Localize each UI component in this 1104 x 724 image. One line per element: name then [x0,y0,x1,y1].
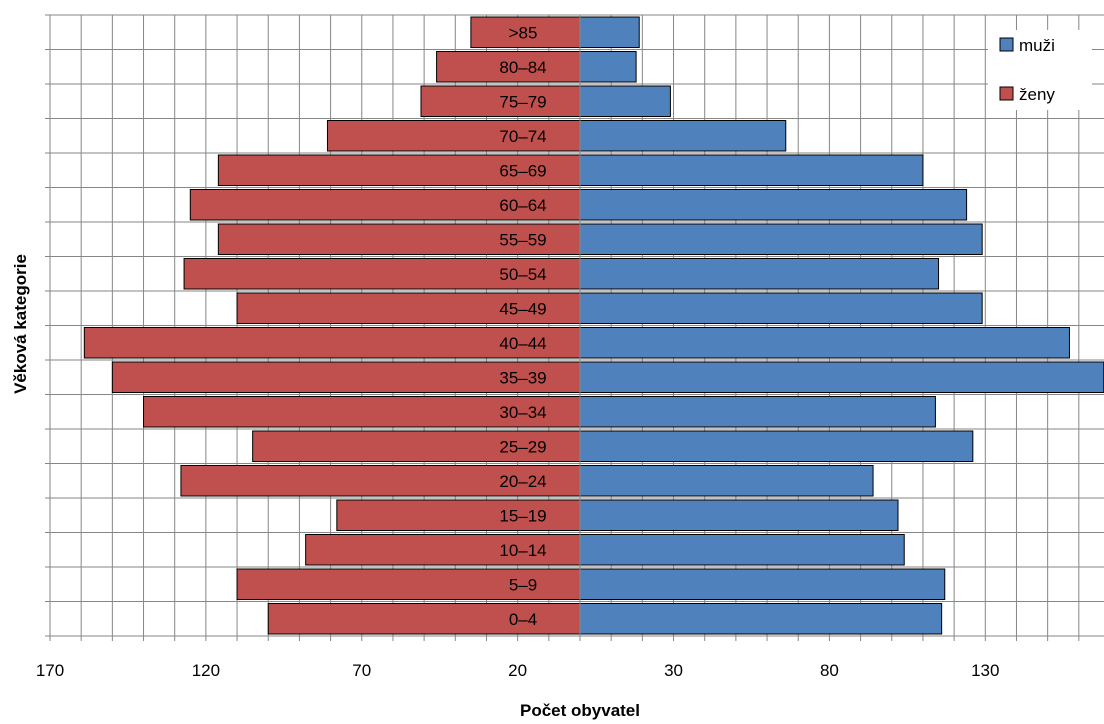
category-label: >85 [509,23,538,42]
bar-muzi [579,85,671,117]
category-labels: 0–4 5–9 10–14 15–19 20–24 25–29 30–34 35–39 40–4… [499,23,546,629]
bar-muzi [579,223,983,255]
x-axis-title: Počet obyvatel [520,701,640,720]
bar-muzi [579,534,905,566]
category-label: 20–24 [499,472,546,491]
category-label: 10–14 [499,541,546,560]
bar-muzi [579,154,924,186]
category-label: 80–84 [499,58,546,77]
bar-muzi [579,465,874,497]
category-label: 30–34 [499,403,546,422]
category-label: 75–79 [499,92,546,111]
category-label: 40–44 [499,334,546,353]
x-tick-label: 30 [664,661,683,680]
category-label: 0–4 [509,610,537,629]
bars [83,16,1104,635]
bar-zeny [470,16,581,48]
x-tick-label: 130 [971,661,999,680]
x-tick-labels: 170 120 70 20 30 80 130 [36,661,1000,680]
bar-muzi [579,396,936,428]
bar-zeny [189,189,581,221]
bar-muzi [579,568,946,600]
bar-zeny [143,396,581,428]
bar-zeny [420,85,581,117]
bar-muzi [579,430,974,462]
legend-swatch-zeny [999,86,1014,101]
bar-muzi [579,16,640,48]
bar-zeny [111,361,581,393]
category-label: 60–64 [499,196,546,215]
category-label: 50–54 [499,265,546,284]
bar-zeny [267,603,581,635]
bar-muzi [579,603,943,635]
x-tick-label: 70 [352,661,371,680]
bar-zeny [236,292,581,324]
bar-muzi [579,327,1070,359]
bar-muzi [579,292,983,324]
bar-zeny [336,499,581,531]
bar-muzi [579,499,899,531]
category-label: 35–39 [499,368,546,387]
bar-zeny [180,465,581,497]
bar-zeny [326,120,581,152]
x-tick-label: 170 [36,661,64,680]
legend-swatch-muzi [999,37,1014,52]
category-label: 70–74 [499,127,546,146]
bar-zeny [83,327,581,359]
category-label: 5–9 [509,575,537,594]
axes [45,14,1104,641]
category-label: 15–19 [499,506,546,525]
legend-label-muzi: muži [1019,36,1055,55]
bar-zeny [436,51,581,83]
category-label: 65–69 [499,161,546,180]
x-tick-label: 20 [508,661,527,680]
x-tick-label: 120 [192,661,220,680]
category-label: 25–29 [499,437,546,456]
legend: muži ženy [988,30,1092,110]
bar-muzi [579,120,787,152]
y-axis-title: Věková kategorie [11,254,30,394]
legend-label-zeny: ženy [1019,85,1055,104]
category-label: 45–49 [499,299,546,318]
bar-muzi [579,361,1104,393]
bar-muzi [579,189,968,221]
x-tick-label: 80 [820,661,839,680]
bar-muzi [579,258,940,290]
bar-zeny [217,223,581,255]
gridlines [49,14,1104,637]
bar-zeny [217,154,581,186]
bar-muzi [579,51,637,83]
category-label: 55–59 [499,230,546,249]
